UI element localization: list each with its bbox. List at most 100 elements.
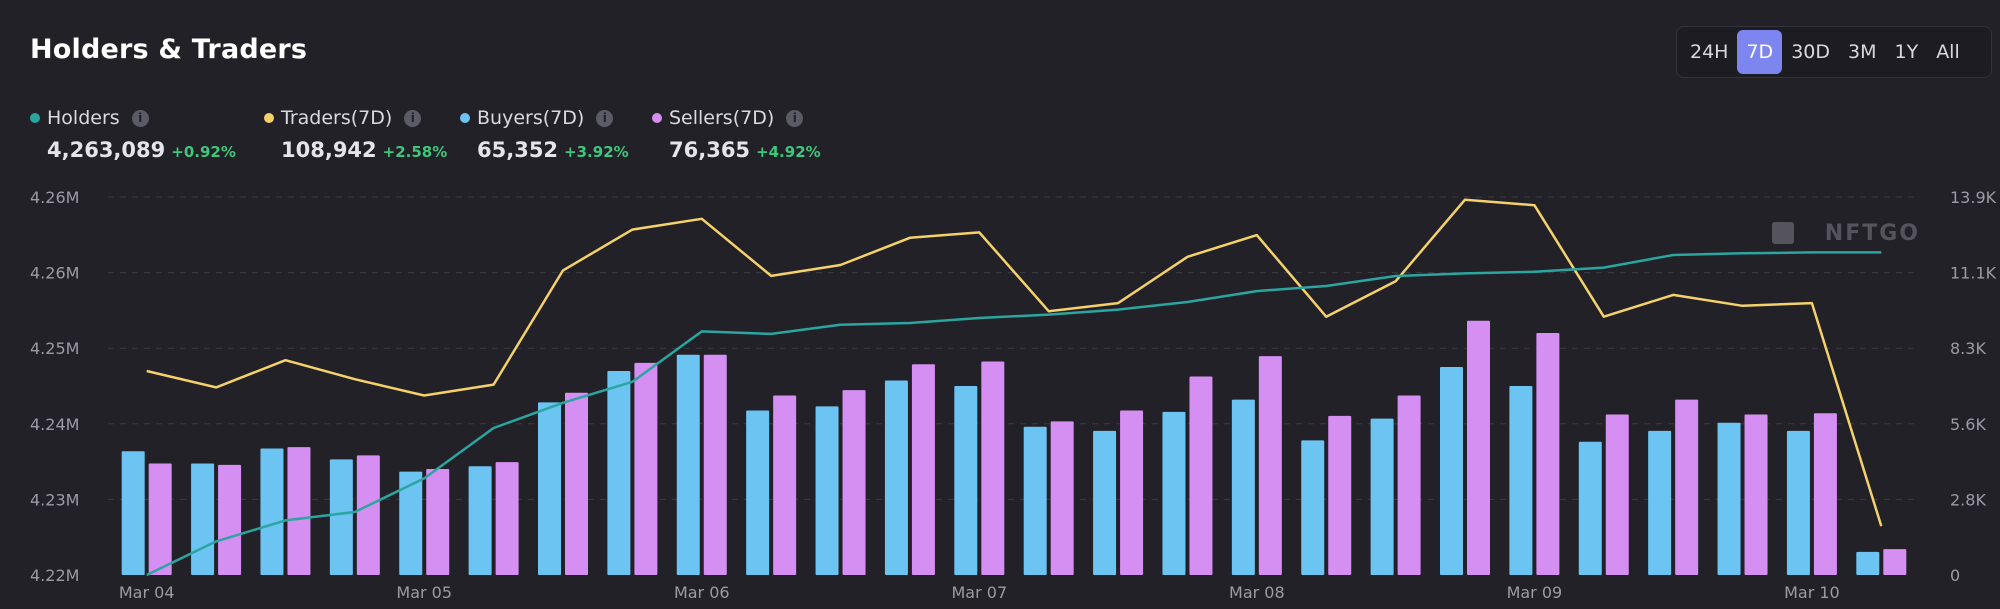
info-icon[interactable]: i bbox=[404, 109, 422, 127]
legend-item-holders[interactable]: Holders i 4,263,089 +0.92% bbox=[30, 104, 236, 162]
buyers-bar bbox=[468, 466, 492, 575]
sellers-bar bbox=[426, 468, 450, 575]
right-axis-tick: 8.3K bbox=[1950, 339, 1986, 358]
x-axis-tick: Mar 10 bbox=[1784, 583, 1840, 602]
buyers-bar bbox=[1162, 411, 1186, 575]
right-axis-tick: 5.6K bbox=[1950, 415, 1986, 434]
right-axis-tick: 11.1K bbox=[1950, 264, 1997, 283]
range-button-3m[interactable]: 3M bbox=[1848, 41, 1877, 63]
sellers-bar bbox=[1813, 413, 1837, 575]
buyers-bar bbox=[1301, 440, 1325, 575]
sellers-bar bbox=[911, 364, 935, 575]
legend-dot bbox=[460, 113, 470, 123]
buyers-bar bbox=[399, 471, 423, 575]
buyers-bar bbox=[260, 448, 284, 575]
chart-title: Holders & Traders bbox=[30, 34, 308, 65]
buyers-bar bbox=[121, 451, 145, 575]
info-icon[interactable]: i bbox=[786, 109, 804, 127]
legend-dot bbox=[652, 113, 662, 123]
x-axis-tick: Mar 07 bbox=[951, 583, 1007, 602]
right-axis-tick: 2.8K bbox=[1950, 490, 1986, 509]
legend-value: 4,263,089 bbox=[47, 138, 166, 162]
watermark-logo-icon bbox=[1772, 222, 1794, 244]
legend-value: 76,365 bbox=[669, 138, 751, 162]
traders-line bbox=[146, 198, 1883, 527]
holders-line bbox=[146, 251, 1882, 577]
sellers-bar bbox=[1467, 320, 1490, 575]
buyers-bar bbox=[1856, 551, 1880, 575]
buyers-bar bbox=[1231, 399, 1255, 575]
left-axis-tick: 4.22M bbox=[30, 566, 79, 585]
sellers-bar bbox=[634, 362, 658, 575]
sellers-bar bbox=[1258, 356, 1282, 575]
left-axis-tick: 4.25M bbox=[30, 339, 79, 358]
left-axis-tick: 4.26M bbox=[30, 264, 79, 283]
sellers-bar bbox=[1605, 414, 1629, 575]
info-icon[interactable]: i bbox=[131, 109, 149, 127]
sellers-bar bbox=[981, 361, 1005, 575]
buyers-bar bbox=[538, 402, 561, 575]
sellers-bar bbox=[356, 455, 380, 575]
buyers-bar bbox=[676, 354, 700, 575]
sellers-bar bbox=[287, 447, 311, 575]
watermark: NFTGO bbox=[1825, 221, 1920, 246]
buyers-bar bbox=[1786, 430, 1810, 575]
left-axis-tick: 4.23M bbox=[30, 490, 79, 509]
range-button-7d[interactable]: 7D bbox=[1737, 30, 1783, 74]
legend-dot bbox=[264, 113, 274, 123]
info-icon[interactable]: i bbox=[596, 109, 614, 127]
legend: Holders i 4,263,089 +0.92% Traders(7D) i 108,9… bbox=[0, 104, 900, 174]
x-axis-tick: Mar 08 bbox=[1229, 583, 1285, 602]
legend-label: Buyers(7D) bbox=[477, 107, 585, 129]
right-axis-tick: 13.9K bbox=[1950, 188, 1997, 207]
buyers-bar bbox=[746, 410, 770, 575]
legend-item-buyers-7d[interactable]: Buyers(7D) i 65,352 +3.92% bbox=[460, 104, 629, 162]
buyers-bar bbox=[815, 406, 839, 575]
legend-item-sellers-7d[interactable]: Sellers(7D) i 76,365 +4.92% bbox=[652, 104, 821, 162]
left-axis-tick: 4.24M bbox=[30, 415, 79, 434]
sellers-bar bbox=[1744, 414, 1768, 575]
sellers-bar bbox=[1536, 332, 1560, 575]
x-axis-tick: Mar 09 bbox=[1507, 583, 1563, 602]
sellers-bar bbox=[218, 464, 242, 575]
range-button-24h[interactable]: 24H bbox=[1690, 41, 1729, 63]
buyers-bar bbox=[884, 380, 908, 575]
legend-value: 65,352 bbox=[477, 138, 559, 162]
range-button-30d[interactable]: 30D bbox=[1791, 41, 1830, 63]
legend-value: 108,942 bbox=[281, 138, 377, 162]
buyers-bar bbox=[1648, 430, 1672, 575]
legend-change: +3.92% bbox=[564, 143, 629, 161]
range-button-all[interactable]: All bbox=[1936, 41, 1960, 63]
buyers-bar bbox=[1370, 418, 1394, 575]
sellers-bar bbox=[565, 392, 588, 575]
sellers-bar bbox=[1397, 395, 1421, 575]
buyers-bar bbox=[191, 463, 215, 575]
buyers-bar bbox=[607, 371, 631, 575]
buyers-bar bbox=[1093, 430, 1117, 575]
buyers-bar bbox=[1509, 386, 1533, 575]
right-axis-tick: 0 bbox=[1950, 566, 1960, 585]
legend-item-traders-7d[interactable]: Traders(7D) i 108,942 +2.58% bbox=[264, 104, 447, 162]
sellers-bar bbox=[773, 395, 797, 575]
buyers-bar bbox=[954, 386, 978, 575]
sellers-bar bbox=[1050, 421, 1074, 575]
sellers-bar bbox=[1328, 415, 1352, 575]
legend-change: +4.92% bbox=[756, 143, 821, 161]
range-button-1y[interactable]: 1Y bbox=[1894, 41, 1919, 63]
x-axis-tick: Mar 05 bbox=[396, 583, 452, 602]
sellers-bar bbox=[148, 463, 172, 575]
buyers-bar bbox=[1440, 366, 1463, 575]
buyers-bar bbox=[1717, 422, 1741, 575]
legend-change: +0.92% bbox=[171, 143, 236, 161]
legend-label: Traders(7D) bbox=[281, 107, 393, 129]
buyers-bar bbox=[1023, 426, 1047, 575]
buyers-bar bbox=[329, 459, 353, 575]
left-axis-tick: 4.26M bbox=[30, 188, 79, 207]
time-range-selector: 24H 7D 30D 3M 1Y All bbox=[1676, 26, 1992, 78]
sellers-bar bbox=[1120, 410, 1144, 575]
sellers-bar bbox=[703, 354, 727, 575]
sellers-bar bbox=[1675, 399, 1699, 575]
x-axis-tick: Mar 06 bbox=[674, 583, 730, 602]
sellers-bar bbox=[1189, 376, 1213, 575]
legend-label: Holders bbox=[47, 107, 120, 129]
